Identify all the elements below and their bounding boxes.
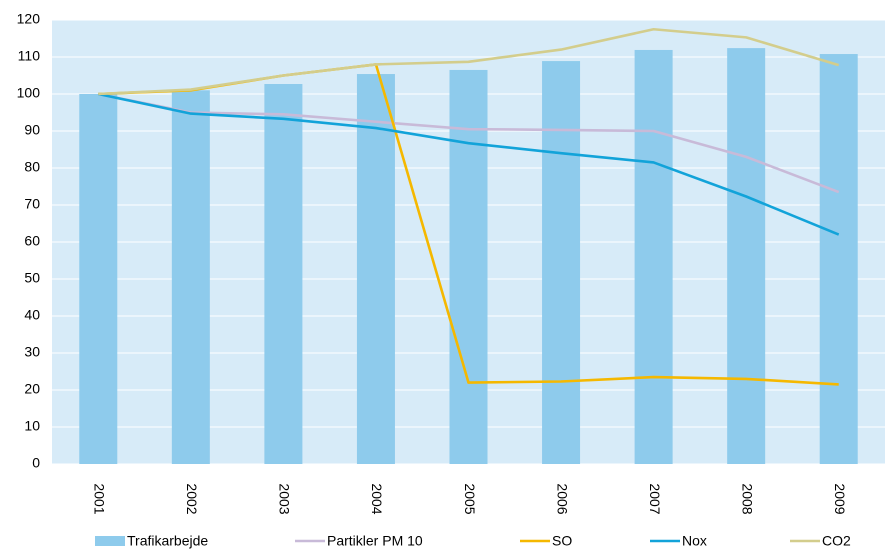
y-tick-label: 100: [17, 85, 41, 101]
bar: [449, 69, 488, 464]
x-tick-label: 2005: [462, 483, 478, 514]
bar: [264, 84, 303, 464]
y-tick-label: 20: [24, 381, 40, 397]
y-tick-label: 30: [24, 344, 40, 360]
bar: [171, 90, 210, 465]
y-tick-label: 90: [24, 122, 40, 138]
x-tick-label: 2009: [832, 483, 848, 514]
x-tick-label: 2004: [369, 483, 385, 514]
y-tick-label: 110: [18, 48, 41, 64]
bar: [356, 74, 395, 465]
bar: [542, 61, 581, 464]
y-tick-label: 40: [24, 307, 40, 323]
y-tick-label: 70: [24, 196, 40, 212]
y-tick-label: 0: [32, 455, 40, 471]
legend-label: Trafikarbejde: [127, 533, 208, 549]
bar: [634, 49, 673, 464]
legend-label: CO2: [822, 533, 851, 549]
x-tick-label: 2006: [554, 483, 570, 514]
line-series: [98, 92, 840, 236]
y-tick-label: 10: [24, 418, 40, 434]
x-tick-label: 2008: [739, 483, 755, 514]
y-tick-label: 80: [24, 159, 40, 175]
line-series: [98, 27, 840, 96]
line-series: [98, 92, 840, 194]
y-tick-label: 60: [24, 233, 40, 249]
legend-label: SO: [552, 533, 572, 549]
y-tick-label: 50: [24, 270, 40, 286]
x-tick-label: 2001: [92, 483, 108, 514]
y-tick-label: 120: [17, 11, 41, 27]
legend-label: Partikler PM 10: [327, 533, 423, 549]
bar: [79, 94, 118, 464]
x-tick-label: 2003: [277, 483, 293, 514]
x-tick-label: 2007: [647, 483, 663, 514]
bar: [727, 48, 766, 465]
bar: [819, 54, 858, 464]
legend-swatch: [95, 536, 125, 546]
x-tick-label: 2002: [184, 483, 200, 514]
legend-label: Nox: [682, 533, 707, 549]
